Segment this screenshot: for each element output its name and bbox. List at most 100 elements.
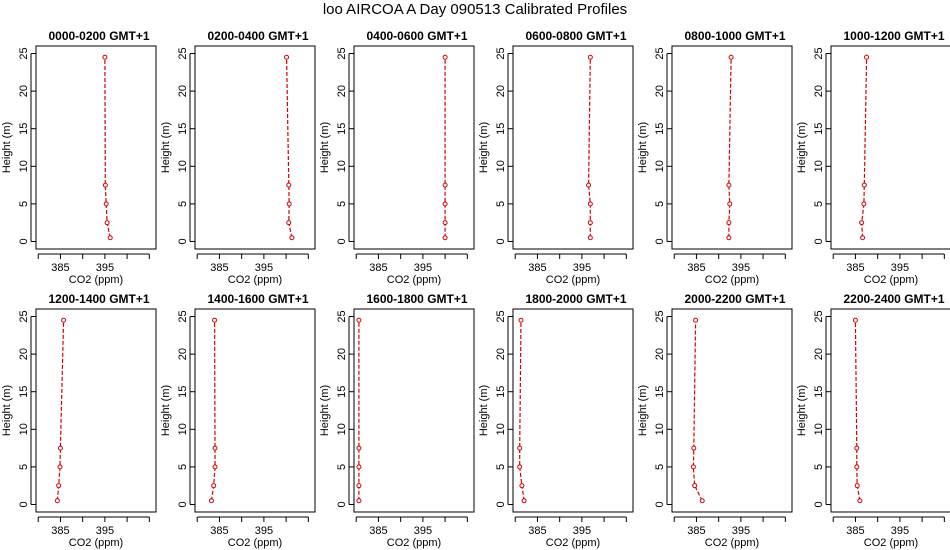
y-tick-label: 15: [336, 123, 348, 135]
profile-panel: 1400-1600 GMT+1 0 5 10 15 20 25 Height (m) 385 39…: [160, 292, 316, 549]
x-tick-label: 385: [51, 262, 69, 274]
profile-line: [728, 57, 732, 238]
profile-point: [104, 220, 110, 226]
profile-point: [442, 201, 448, 207]
y-tick-label: 0: [813, 501, 825, 507]
profile-point: [442, 235, 448, 241]
panel-title: 1400-1600 GMT+1: [207, 292, 308, 306]
y-tick-label: 15: [177, 123, 189, 135]
y-tick-label: 0: [495, 501, 507, 507]
y-axis-label: Height (m): [637, 385, 649, 436]
y-tick-label: 20: [654, 348, 666, 360]
x-axis-label: CO2 (ppm): [705, 274, 759, 286]
y-tick-label: 25: [495, 310, 507, 322]
profile-line: [861, 57, 868, 238]
y-tick-label: 10: [495, 423, 507, 435]
profile-point: [212, 445, 218, 451]
y-axis-label: Height (m): [160, 385, 172, 436]
y-tick-label: 25: [813, 47, 825, 59]
profile-point: [864, 54, 870, 60]
profile-line: [210, 320, 216, 501]
x-tick-label: 385: [846, 525, 864, 537]
y-tick-label: 25: [336, 310, 348, 322]
y-tick-label: 10: [18, 423, 30, 435]
y-tick-label: 10: [336, 423, 348, 435]
y-tick-label: 0: [177, 238, 189, 244]
x-tick-label: 395: [732, 262, 750, 274]
profile-panel: 0800-1000 GMT+1 0 5 10 15 20 25 Height (m) 385 39…: [637, 29, 793, 286]
x-tick-label: 395: [255, 262, 273, 274]
y-tick-label: 15: [18, 386, 30, 398]
profile-point: [61, 317, 67, 323]
y-tick-label: 5: [813, 201, 825, 207]
y-tick-label: 25: [495, 47, 507, 59]
y-tick-label: 15: [495, 386, 507, 398]
profile-point: [727, 201, 733, 207]
y-axis-label: Height (m): [1, 122, 13, 173]
y-tick-label: 20: [654, 85, 666, 97]
x-axis-label: CO2 (ppm): [69, 274, 123, 286]
y-tick-label: 25: [18, 310, 30, 322]
panel-title: 1800-2000 GMT+1: [525, 292, 626, 306]
profile-point: [212, 464, 218, 470]
panel-title: 0800-1000 GMT+1: [684, 29, 785, 43]
profile-point: [517, 445, 523, 451]
y-tick-label: 0: [336, 238, 348, 244]
y-tick-label: 5: [177, 464, 189, 470]
profile-point: [726, 220, 732, 226]
x-tick-label: 395: [573, 525, 591, 537]
profile-point: [356, 445, 362, 451]
y-tick-label: 20: [18, 348, 30, 360]
y-tick-label: 15: [813, 123, 825, 135]
panel-title: 0000-0200 GMT+1: [48, 29, 149, 43]
profile-panel: 1000-1200 GMT+1 0 5 10 15 20 25 Height (m) 385 39…: [796, 29, 950, 286]
profile-line: [692, 320, 703, 501]
profile-point: [57, 464, 63, 470]
y-tick-label: 20: [177, 85, 189, 97]
y-tick-label: 25: [177, 310, 189, 322]
x-tick-label: 385: [687, 262, 705, 274]
x-tick-label: 385: [210, 262, 228, 274]
x-tick-label: 395: [891, 262, 909, 274]
y-tick-label: 20: [495, 85, 507, 97]
x-tick-label: 395: [891, 525, 909, 537]
profile-panel: 1800-2000 GMT+1 0 5 10 15 20 25 Height (m) 385 39…: [478, 292, 634, 549]
plot-frame: [512, 308, 634, 513]
y-tick-label: 10: [495, 160, 507, 172]
y-axis-label: Height (m): [478, 385, 490, 436]
profile-line: [587, 57, 591, 238]
profile-panel: 0200-0400 GMT+1 0 5 10 15 20 25 Height (m) 385 39…: [160, 29, 316, 286]
y-tick-label: 5: [654, 201, 666, 207]
x-axis-label: CO2 (ppm): [864, 274, 918, 286]
y-tick-label: 15: [18, 123, 30, 135]
profile-panel: 0600-0800 GMT+1 0 5 10 15 20 25 Height (m) 385 39…: [478, 29, 634, 286]
y-tick-label: 25: [18, 47, 30, 59]
profile-line: [854, 320, 861, 501]
x-axis-label: CO2 (ppm): [387, 274, 441, 286]
profile-point: [852, 317, 858, 323]
plot-frame: [830, 45, 950, 250]
y-tick-label: 20: [813, 85, 825, 97]
profile-point: [587, 201, 593, 207]
plot-frame: [671, 45, 793, 250]
profile-point: [102, 54, 108, 60]
y-axis-label: Height (m): [478, 122, 490, 173]
plot-frame: [194, 308, 316, 513]
x-tick-label: 395: [414, 525, 432, 537]
y-axis-label: Height (m): [319, 385, 331, 436]
profile-point: [286, 182, 292, 188]
profile-point: [211, 483, 217, 489]
y-tick-label: 20: [18, 85, 30, 97]
y-tick-label: 20: [495, 348, 507, 360]
plot-frame: [35, 45, 157, 250]
profile-point: [728, 54, 734, 60]
y-tick-label: 10: [336, 160, 348, 172]
profile-panel: 1600-1800 GMT+1 0 5 10 15 20 25 Height (m) 385 39…: [319, 292, 475, 549]
x-axis-label: CO2 (ppm): [705, 537, 759, 549]
profile-point: [356, 498, 362, 504]
y-tick-label: 0: [177, 501, 189, 507]
profile-panel: 0400-0600 GMT+1 0 5 10 15 20 25 Height (m) 385 39…: [319, 29, 475, 286]
y-tick-label: 0: [18, 501, 30, 507]
y-tick-label: 10: [177, 160, 189, 172]
profile-point: [442, 182, 448, 188]
